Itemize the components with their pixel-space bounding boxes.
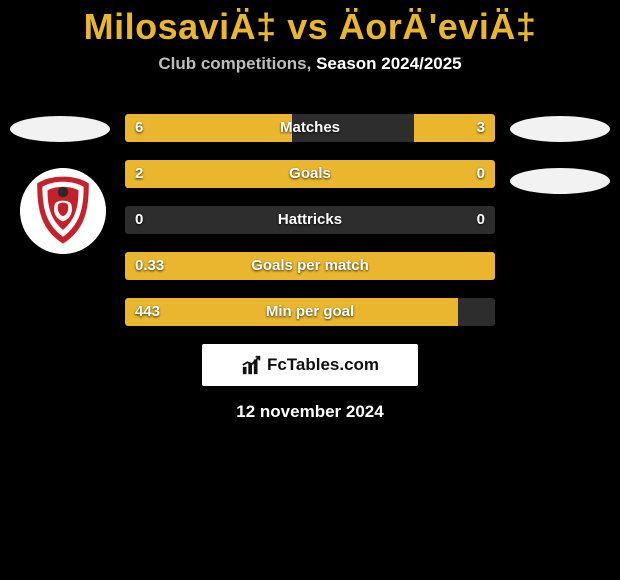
club-left-badge: [20, 168, 106, 254]
subtitle: Club competitions, Season 2024/2025: [0, 54, 620, 74]
stat-row: Goals per match0.33: [125, 252, 495, 280]
date-label: 12 november 2024: [0, 402, 620, 422]
stat-fill-left: [125, 160, 414, 188]
stat-fill-left: [125, 252, 495, 280]
club-right-ellipse: [510, 168, 610, 194]
stat-value-left: 0: [135, 206, 143, 234]
stat-fill-left: [125, 114, 292, 142]
stat-row: Goals20: [125, 160, 495, 188]
comparison-stage: Matches63Goals20Hattricks00Goals per mat…: [0, 96, 620, 422]
stat-row: Matches63: [125, 114, 495, 142]
subtitle-season: Season 2024/2025: [316, 54, 462, 73]
stat-value-left: 6: [135, 114, 143, 142]
player-left-ellipse: [10, 116, 110, 142]
stat-fill-left: [125, 298, 458, 326]
stat-track: [125, 114, 495, 142]
stat-track: [125, 252, 495, 280]
stat-value-left: 443: [135, 298, 160, 326]
stat-value-right: 0: [477, 160, 485, 188]
brand-label: FcTables.com: [267, 355, 379, 375]
stat-row: Hattricks00: [125, 206, 495, 234]
stat-row: Min per goal443: [125, 298, 495, 326]
stat-value-left: 2: [135, 160, 143, 188]
brand-box: FcTables.com: [202, 344, 418, 386]
player-right-ellipse: [510, 116, 610, 142]
stat-rows: Matches63Goals20Hattricks00Goals per mat…: [125, 96, 495, 326]
stat-value-right: 0: [477, 206, 485, 234]
bar-chart-icon: [241, 354, 263, 376]
club-crest-icon: [20, 168, 106, 254]
stat-track: [125, 298, 495, 326]
stat-track: [125, 206, 495, 234]
subtitle-prefix: Club competitions,: [158, 54, 316, 73]
stat-value-right: 3: [477, 114, 485, 142]
stat-value-left: 0.33: [135, 252, 164, 280]
page-title: MilosaviÄ‡ vs ÄorÄ'eviÄ‡: [0, 6, 620, 48]
stat-track: [125, 160, 495, 188]
